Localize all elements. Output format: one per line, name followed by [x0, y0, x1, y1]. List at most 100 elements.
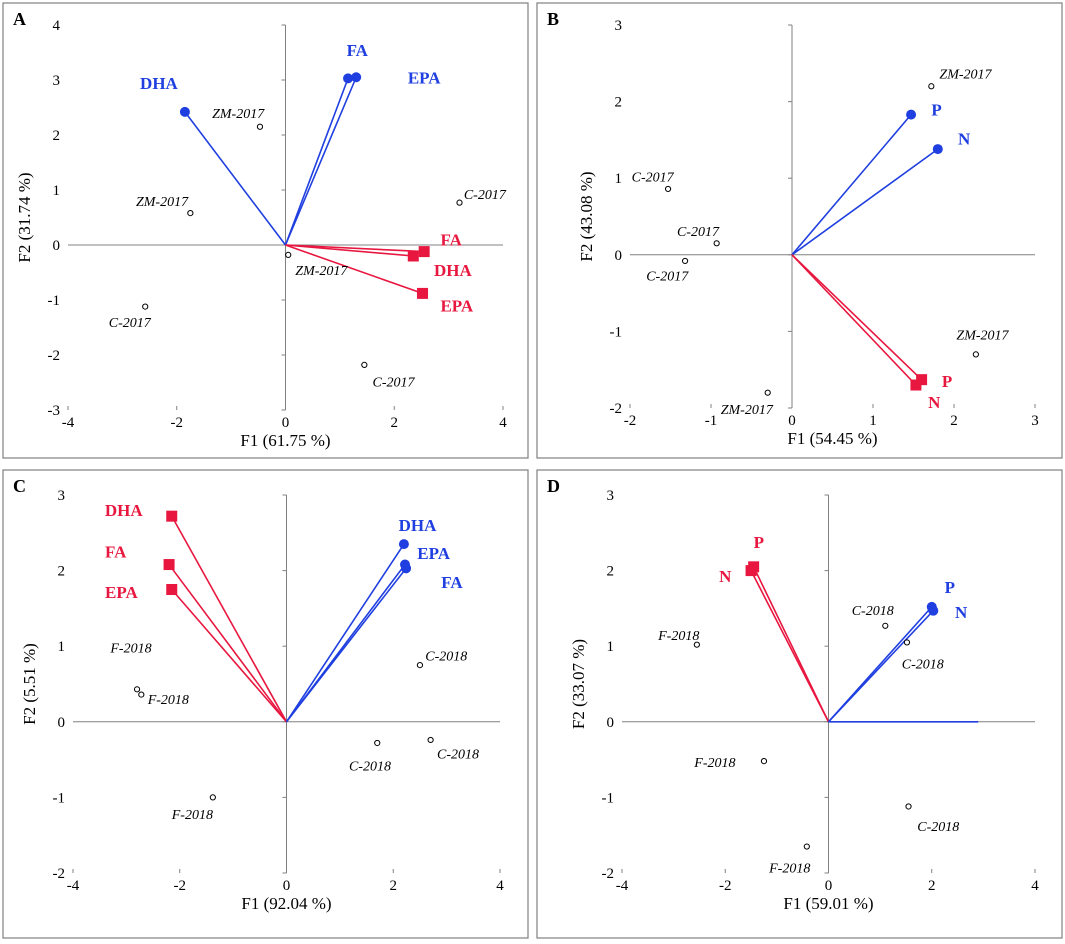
observation-point [133, 686, 141, 693]
x-tick-label: 1 [869, 413, 877, 429]
observation-label: C-2017 [109, 316, 152, 331]
y-tick-label: -2 [48, 348, 61, 364]
panel-label: A [13, 9, 26, 29]
observation-label: C-2017 [632, 171, 675, 186]
observation-point [764, 389, 771, 396]
observation-label: ZM-2017 [295, 264, 348, 279]
vector-label: EPA [105, 583, 138, 602]
observation-label: C-2018 [852, 604, 894, 619]
y-axis-title: F2 (31.74 %) [15, 172, 34, 262]
observation-label: C-2017 [464, 188, 507, 203]
x-axis-title: F1 (54.45 %) [787, 429, 877, 448]
vector-marker [906, 109, 917, 120]
y-tick-label: 1 [58, 639, 66, 655]
observation-point [905, 803, 912, 810]
x-tick-label: 0 [282, 415, 290, 431]
observation-point [713, 240, 720, 247]
observation-label: ZM-2017 [212, 107, 265, 122]
observation-point [209, 794, 216, 801]
y-tick-label: 1 [607, 639, 615, 655]
vector-label: EPA [408, 68, 441, 87]
vector-label: P [942, 372, 952, 391]
panel-frame [2, 469, 529, 939]
observation-label: C-2018 [917, 820, 959, 835]
observation-point [693, 641, 700, 648]
x-axis-title: F1 (61.75 %) [240, 431, 330, 450]
vector-line [752, 566, 830, 723]
vector-marker [748, 561, 760, 573]
observation-label: F-2018 [768, 862, 810, 877]
x-tick-label: 3 [1031, 413, 1039, 429]
vector-label: DHA [399, 516, 438, 535]
x-tick-label: -2 [719, 878, 732, 894]
vector-line [171, 515, 288, 723]
y-tick-label: -3 [48, 403, 61, 419]
observation-point [256, 123, 264, 130]
y-tick-label: 3 [53, 73, 61, 89]
x-tick-label: 4 [499, 415, 507, 431]
y-axis-title: F2 (43.08 %) [577, 171, 596, 261]
x-tick-label: -2 [171, 415, 184, 431]
vector-marker [417, 287, 429, 299]
panel-frame [536, 469, 1063, 939]
y-tick-label: 0 [58, 715, 66, 731]
x-tick-label: 2 [390, 878, 398, 894]
vector-label: DHA [105, 501, 144, 520]
x-axis-title: F1 (59.01 %) [783, 894, 873, 913]
y-tick-label: 1 [615, 171, 623, 187]
y-tick-label: 0 [615, 248, 623, 264]
x-axis-title: F1 (92.04 %) [241, 894, 331, 913]
observation-point [456, 199, 463, 206]
y-tick-label: 3 [607, 488, 615, 504]
y-tick-label: 3 [58, 488, 66, 504]
vector-label: DHA [434, 261, 473, 280]
vector-label: EPA [440, 297, 473, 316]
y-tick-label: 2 [53, 128, 61, 144]
vector-line [171, 588, 288, 723]
x-tick-label: 0 [283, 878, 291, 894]
observation-label: ZM-2017 [939, 67, 992, 82]
x-tick-label: -4 [67, 878, 80, 894]
vector-marker [401, 563, 412, 574]
x-tick-label: 4 [496, 878, 504, 894]
y-tick-label: 0 [53, 238, 61, 254]
y-tick-label: 0 [607, 715, 615, 731]
observation-point [416, 662, 424, 669]
observation-point [374, 739, 381, 747]
vector-label: DHA [140, 74, 179, 93]
panel-a: A -4 -2 0 2 4 -3 -2 -1 0 1 2 3 4 F1 (61.75 %) F2 (31.74… [2, 2, 529, 459]
vector-marker [343, 73, 354, 84]
panel-label: D [547, 476, 560, 496]
panel-label: B [547, 9, 559, 29]
y-tick-label: -2 [610, 401, 623, 417]
vector-line [285, 244, 414, 257]
x-tick-label: -2 [174, 878, 187, 894]
observation-label: C-2017 [373, 375, 416, 390]
vector-line [827, 610, 934, 723]
panel-frame [2, 2, 529, 459]
vector-marker [166, 584, 178, 595]
panel-label: C [13, 476, 26, 496]
vector-line [168, 564, 288, 723]
observation-point [803, 843, 810, 850]
observation-label: C-2018 [349, 760, 391, 775]
vector-marker [398, 539, 409, 550]
vector-marker [163, 559, 175, 571]
vector-label: P [754, 533, 764, 552]
x-tick-label: 2 [391, 415, 399, 431]
vector-marker [928, 605, 939, 616]
x-tick-label: 2 [928, 878, 936, 894]
vector-marker [407, 250, 419, 262]
vector-label: FA [441, 573, 463, 592]
vector-marker [351, 72, 362, 83]
vector-line [791, 114, 912, 256]
y-axis-title: F2 (5.51 %) [20, 643, 39, 725]
observation-point [760, 758, 768, 765]
observation-label: F-2018 [693, 756, 735, 771]
vector-line [791, 148, 939, 256]
observation-point [187, 210, 194, 217]
vector-label: N [958, 129, 971, 148]
vector-line [284, 76, 357, 246]
y-tick-label: 4 [53, 18, 61, 34]
vector-line [184, 111, 287, 246]
